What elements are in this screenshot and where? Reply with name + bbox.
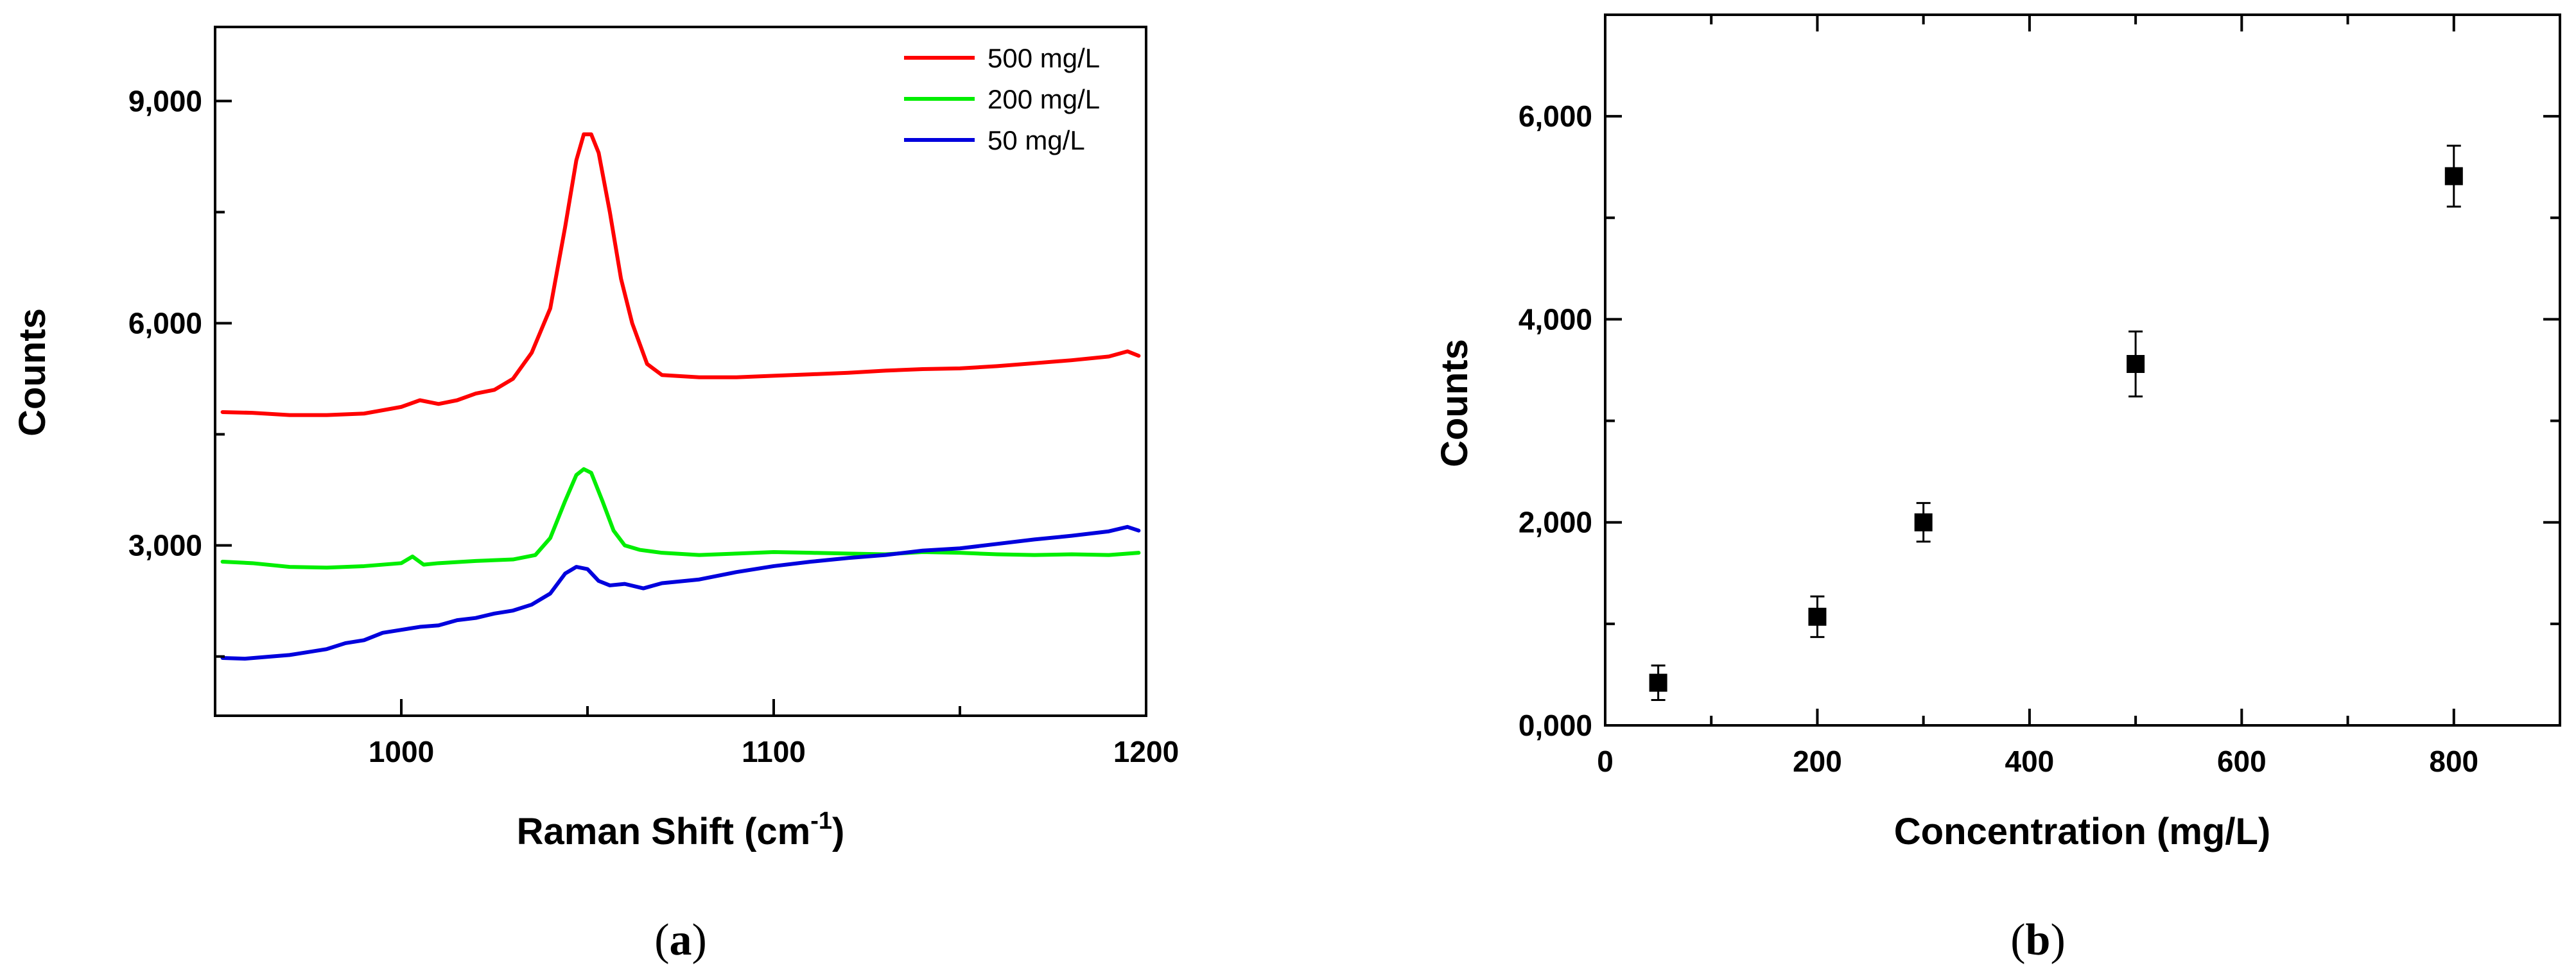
chart-a-x-tick-label: 1100 [742, 735, 806, 768]
chart-a-ticks: 3,000 6,000 9,000 1000 1100 1200 [128, 84, 1179, 768]
chart-b-y-tick-label: 4,000 [1519, 302, 1592, 336]
chart-b-data-point [2127, 355, 2145, 374]
chart-a-legend-label: 500 mg/L [988, 43, 1100, 73]
chart-b-y-axis-title: Counts [1434, 339, 1475, 467]
chart-a-y-tick-label: 6,000 [128, 307, 202, 340]
panel-label-a: (a) [654, 915, 707, 965]
chart-a-legend: 500 mg/L 200 mg/L 50 mg/L [904, 43, 1100, 155]
chart-a-series-layer [220, 132, 1141, 661]
chart-a-x-tick-label: 1200 [1113, 735, 1179, 768]
chart-b-ticks: 0,000 2,000 4,000 6,000 0 200 400 600 800 [1519, 13, 2561, 778]
chart-b-y-tick-label: 2,000 [1519, 506, 1592, 539]
chart-a-y-tick-label: 3,000 [128, 529, 202, 562]
chart-a-x-axis-title: Raman Shift (cm-1) [517, 808, 845, 852]
chart-b-x-axis-title: Concentration (mg/L) [1894, 811, 2270, 852]
chart-b-x-tick-label: 0 [1597, 745, 1614, 778]
chart-b-y-tick-label: 0,000 [1519, 709, 1592, 742]
panel-label-b: (b) [2010, 915, 2066, 965]
chart-a-legend-label: 200 mg/L [988, 84, 1100, 114]
chart-b-series-layer [1649, 144, 2463, 701]
chart-a-y-axis-title: Counts [12, 308, 53, 437]
chart-a-series-line-50-mg-l [220, 524, 1141, 661]
chart-b: 0,000 2,000 4,000 6,000 0 200 400 600 800 Concen… [1434, 13, 2561, 965]
chart-a-x-tick-label: 1000 [369, 735, 434, 768]
chart-a-y-tick-label: 9,000 [128, 84, 202, 117]
chart-a-plot-frame [214, 26, 1147, 717]
chart-b-x-tick-label: 600 [2217, 745, 2267, 778]
chart-b-plot-frame [1604, 13, 2561, 727]
chart-a-series-line-500-mg-l [220, 132, 1141, 417]
chart-a-legend-label: 50 mg/L [988, 125, 1085, 155]
chart-b-data-point [1914, 513, 1933, 532]
chart-a-series-line-200-mg-l [220, 467, 1141, 570]
chart-a: 3,000 6,000 9,000 1000 1100 1200 500 mg/L 200 … [12, 26, 1179, 965]
chart-b-data-point [2444, 167, 2463, 186]
chart-b-x-tick-label: 200 [1793, 745, 1842, 778]
chart-b-x-tick-label: 800 [2429, 745, 2478, 778]
chart-b-y-tick-label: 6,000 [1519, 99, 1592, 133]
chart-b-x-tick-label: 400 [2005, 745, 2055, 778]
chart-b-data-point [1649, 673, 1667, 692]
chart-b-data-point [1808, 607, 1827, 626]
